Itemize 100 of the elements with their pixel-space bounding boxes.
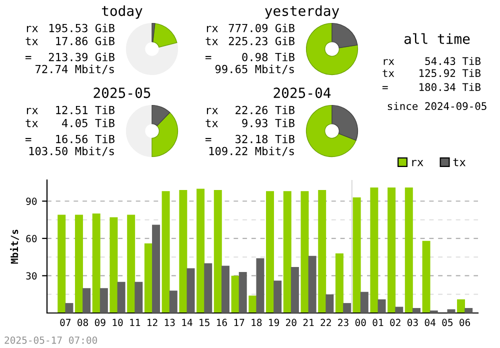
text: tx 9.93 TiB — [206, 118, 294, 128]
text: 72.74 Mbit/s — [35, 64, 114, 74]
x-tick-label: 19 — [269, 318, 279, 326]
text: tx 125.92 TiB — [382, 68, 481, 78]
chart-title: today — [102, 5, 142, 19]
bar — [152, 224, 160, 313]
bar — [74, 214, 83, 313]
x-tick-label: 14 — [182, 318, 192, 326]
bar — [308, 256, 316, 313]
legend-label: rx — [412, 160, 424, 166]
donut-slice — [126, 22, 178, 76]
bar — [335, 253, 344, 313]
text: = 32.18 TiB — [205, 134, 294, 144]
x-tick-label: 09 — [94, 318, 106, 326]
x-tick-label: 06 — [460, 318, 470, 326]
text: 2025-05-17 07:00 — [4, 336, 98, 344]
bar — [326, 294, 334, 313]
bar — [196, 188, 205, 313]
y-tick-label: 60 — [26, 234, 37, 242]
x-tick-label: 11 — [130, 318, 140, 326]
bar — [343, 303, 352, 313]
x-tick-label: 21 — [303, 318, 314, 326]
text: = 180.34 TiB — [382, 82, 481, 92]
text: = 213.39 GiB — [25, 52, 114, 62]
x-tick-label: 00 — [355, 318, 366, 326]
bar — [266, 191, 274, 313]
y-tick-label: 90 — [26, 198, 37, 205]
text: 99.65 Mbit/s — [215, 64, 294, 74]
donut-slice — [306, 22, 358, 76]
text: = 16.56 TiB — [25, 134, 114, 144]
bar — [231, 276, 240, 313]
bar — [422, 240, 430, 313]
bar — [378, 299, 386, 313]
x-tick-label: 05 — [442, 318, 453, 326]
legend-label: tx — [453, 158, 466, 166]
donut-slice — [332, 22, 358, 48]
bar — [127, 214, 136, 313]
bar — [360, 292, 368, 313]
bar — [204, 263, 212, 313]
x-tick-label: 01 — [372, 318, 384, 326]
x-tick-label: 04 — [424, 318, 436, 326]
text: rx 22.26 TiB — [206, 106, 294, 114]
bar — [318, 190, 326, 313]
bar — [110, 217, 118, 313]
x-tick-label: 07 — [60, 318, 71, 326]
bar — [300, 191, 309, 313]
text: since 2024-09-05 — [388, 102, 486, 110]
bar — [388, 187, 396, 313]
bar — [221, 266, 230, 313]
bar — [144, 243, 152, 313]
bar — [179, 190, 188, 313]
bar — [214, 190, 222, 313]
text: all time — [404, 33, 470, 44]
bar — [370, 187, 378, 313]
bar — [457, 299, 465, 313]
donut-slice — [152, 112, 178, 158]
donut-slice — [126, 104, 152, 158]
bar — [92, 214, 100, 313]
donut-slice — [152, 22, 156, 42]
text: rx 777.09 GiB — [206, 24, 294, 32]
y-tick-label: 30 — [26, 272, 37, 280]
bar — [186, 268, 195, 313]
y-axis-title: Mbit/s — [10, 230, 19, 264]
bar — [162, 191, 170, 313]
x-tick-label: 18 — [252, 318, 262, 326]
x-tick-label: 13 — [164, 318, 175, 326]
bar — [352, 197, 361, 313]
x-tick-label: 23 — [338, 318, 348, 326]
bar — [290, 267, 299, 313]
text: rx 195.53 GiB — [26, 24, 114, 32]
bar — [256, 258, 264, 313]
donut-slice — [152, 23, 178, 48]
text: rx 54.43 TiB — [384, 56, 481, 66]
x-tick-label: 20 — [286, 318, 296, 326]
bar — [274, 280, 282, 313]
x-tick-label: 10 — [112, 318, 123, 326]
bar — [117, 282, 126, 313]
x-tick-label: 12 — [148, 318, 158, 326]
x-tick-label: 03 — [407, 318, 418, 326]
text: tx 17.86 GiB — [26, 36, 114, 46]
text: rx 12.51 TiB — [26, 106, 114, 114]
bar — [82, 288, 91, 313]
bar — [412, 308, 420, 313]
bar — [464, 308, 473, 313]
text: tx 225.23 GiB — [206, 36, 294, 46]
chart-title: 2025-04 — [274, 88, 331, 98]
text: = 0.98 TiB — [205, 52, 294, 62]
donut-slice — [152, 104, 170, 126]
chart-title: 2025-05 — [94, 88, 150, 98]
bar — [169, 290, 178, 313]
bar — [395, 306, 404, 313]
bar — [283, 191, 292, 313]
bar — [134, 282, 143, 313]
chart-title: yesterday — [265, 5, 340, 19]
text: 103.50 Mbit/s — [29, 146, 114, 156]
x-tick-label: 15 — [200, 318, 210, 326]
bar — [248, 296, 257, 313]
x-tick-label: 08 — [78, 318, 88, 326]
x-tick-label: 02 — [390, 318, 400, 326]
bar — [100, 288, 108, 313]
